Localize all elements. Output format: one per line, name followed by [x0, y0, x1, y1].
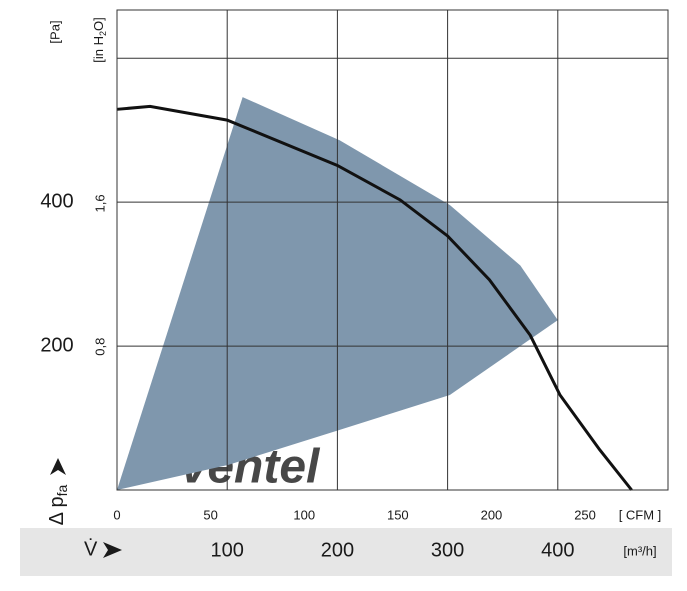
y2-tick-label: 1,6 [92, 194, 107, 212]
x2-tick-label: 0 [113, 507, 120, 522]
y-tick-label: 200 [40, 334, 73, 356]
fan-curve [116, 104, 633, 491]
x2-tick-label: 100 [293, 507, 315, 522]
x2-tick-label: 50 [203, 507, 217, 522]
y-label: [Pa] [47, 20, 62, 43]
x-tick-label: 400 [541, 539, 574, 561]
x2-tick-label: 250 [574, 507, 596, 522]
plot-area: ventel [116, 10, 668, 494]
x-unit: [m³/h] [623, 543, 656, 558]
x-axis-title: V̇ [84, 538, 98, 560]
y2-tick-label: 0,8 [92, 338, 107, 356]
y-axis-title: Δ pfa [46, 484, 69, 525]
y-axis-arrow [50, 458, 66, 475]
x-axis-band [20, 528, 672, 576]
x-axis-arrow [103, 542, 122, 558]
y2-label: [in H2O] [91, 17, 108, 62]
x-tick-label: 100 [211, 539, 244, 561]
x-tick-label: 300 [431, 539, 464, 561]
y-tick-label: 400 [40, 190, 73, 212]
x-tick-label: 200 [321, 539, 354, 561]
x2-tick-label: 200 [481, 507, 503, 522]
x2-tick-label: 150 [387, 507, 409, 522]
x2-unit: [ CFM ] [619, 507, 662, 522]
plot-border [116, 9, 669, 491]
